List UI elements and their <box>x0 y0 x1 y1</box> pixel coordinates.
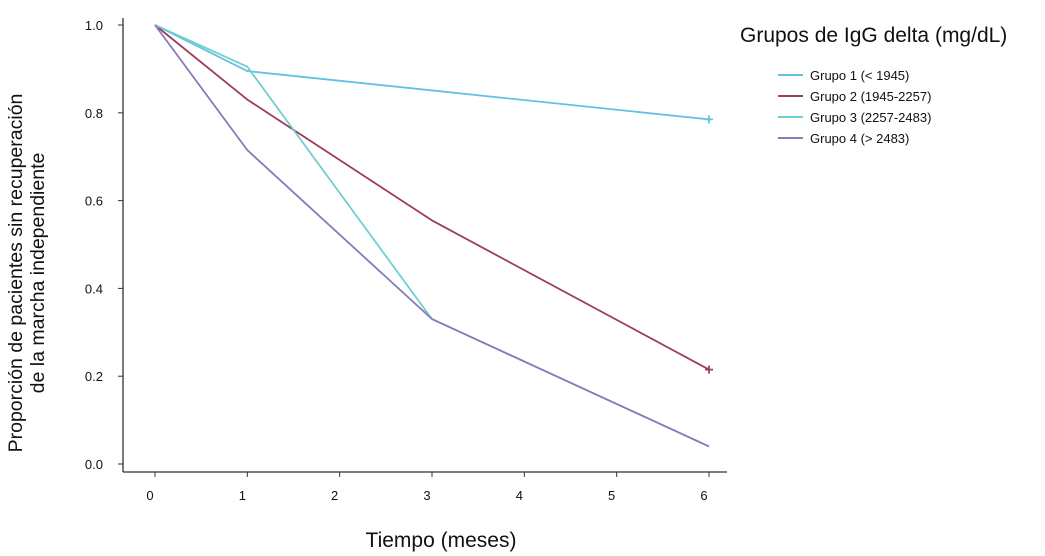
legend-label-grupo-4: Grupo 4 (> 2483) <box>810 131 909 146</box>
series-line-grupo-4 <box>154 24 710 448</box>
x-tick-label: 6 <box>700 488 707 503</box>
series-line-grupo-3 <box>154 24 710 448</box>
series-line-grupo-1 <box>154 24 710 121</box>
x-tick-label: 5 <box>608 488 615 503</box>
series-line-grupo-2 <box>154 24 710 371</box>
y-tick-label: 0.6 <box>85 194 103 209</box>
legend: Grupos de IgG delta (mg/dL) Grupo 1 (< 1… <box>740 24 1007 146</box>
y-tick-label: 0.0 <box>85 457 103 472</box>
censor-mark-grupo-2 <box>705 365 713 374</box>
y-axis-title-line-1: Proporción de pacientes sin recuperación <box>5 94 27 453</box>
y-tick-label: 0.4 <box>85 281 103 296</box>
x-ticks: 0 1 2 3 4 5 6 <box>146 472 710 503</box>
y-tick-label: 0.2 <box>85 369 103 384</box>
x-tick-label: 1 <box>239 488 246 503</box>
y-axis-title-group: Proporción de pacientes sin recuperación… <box>5 94 49 453</box>
axes <box>122 18 727 473</box>
legend-label-grupo-3: Grupo 3 (2257-2483) <box>810 110 931 125</box>
censor-mark-grupo-1 <box>705 115 713 124</box>
x-axis-title: Tiempo (meses) <box>366 529 517 552</box>
y-ticks: 0.0 0.2 0.4 0.6 0.8 1.0 <box>85 18 123 472</box>
y-tick-label: 1.0 <box>85 18 103 33</box>
legend-label-grupo-2: Grupo 2 (1945-2257) <box>810 89 931 104</box>
legend-title: Grupos de IgG delta (mg/dL) <box>740 24 1007 47</box>
y-tick-label: 0.8 <box>85 106 103 121</box>
series-lines <box>154 24 710 448</box>
censor-marks <box>705 115 713 374</box>
x-tick-label: 4 <box>516 488 523 503</box>
x-tick-label: 2 <box>331 488 338 503</box>
legend-items: Grupo 1 (< 1945) Grupo 2 (1945-2257) Grupo… <box>778 68 931 146</box>
x-tick-label: 3 <box>423 488 430 503</box>
y-axis-title-line-2: de la marcha independiente <box>27 153 49 394</box>
legend-label-grupo-1: Grupo 1 (< 1945) <box>810 68 909 83</box>
x-tick-label: 0 <box>146 488 153 503</box>
